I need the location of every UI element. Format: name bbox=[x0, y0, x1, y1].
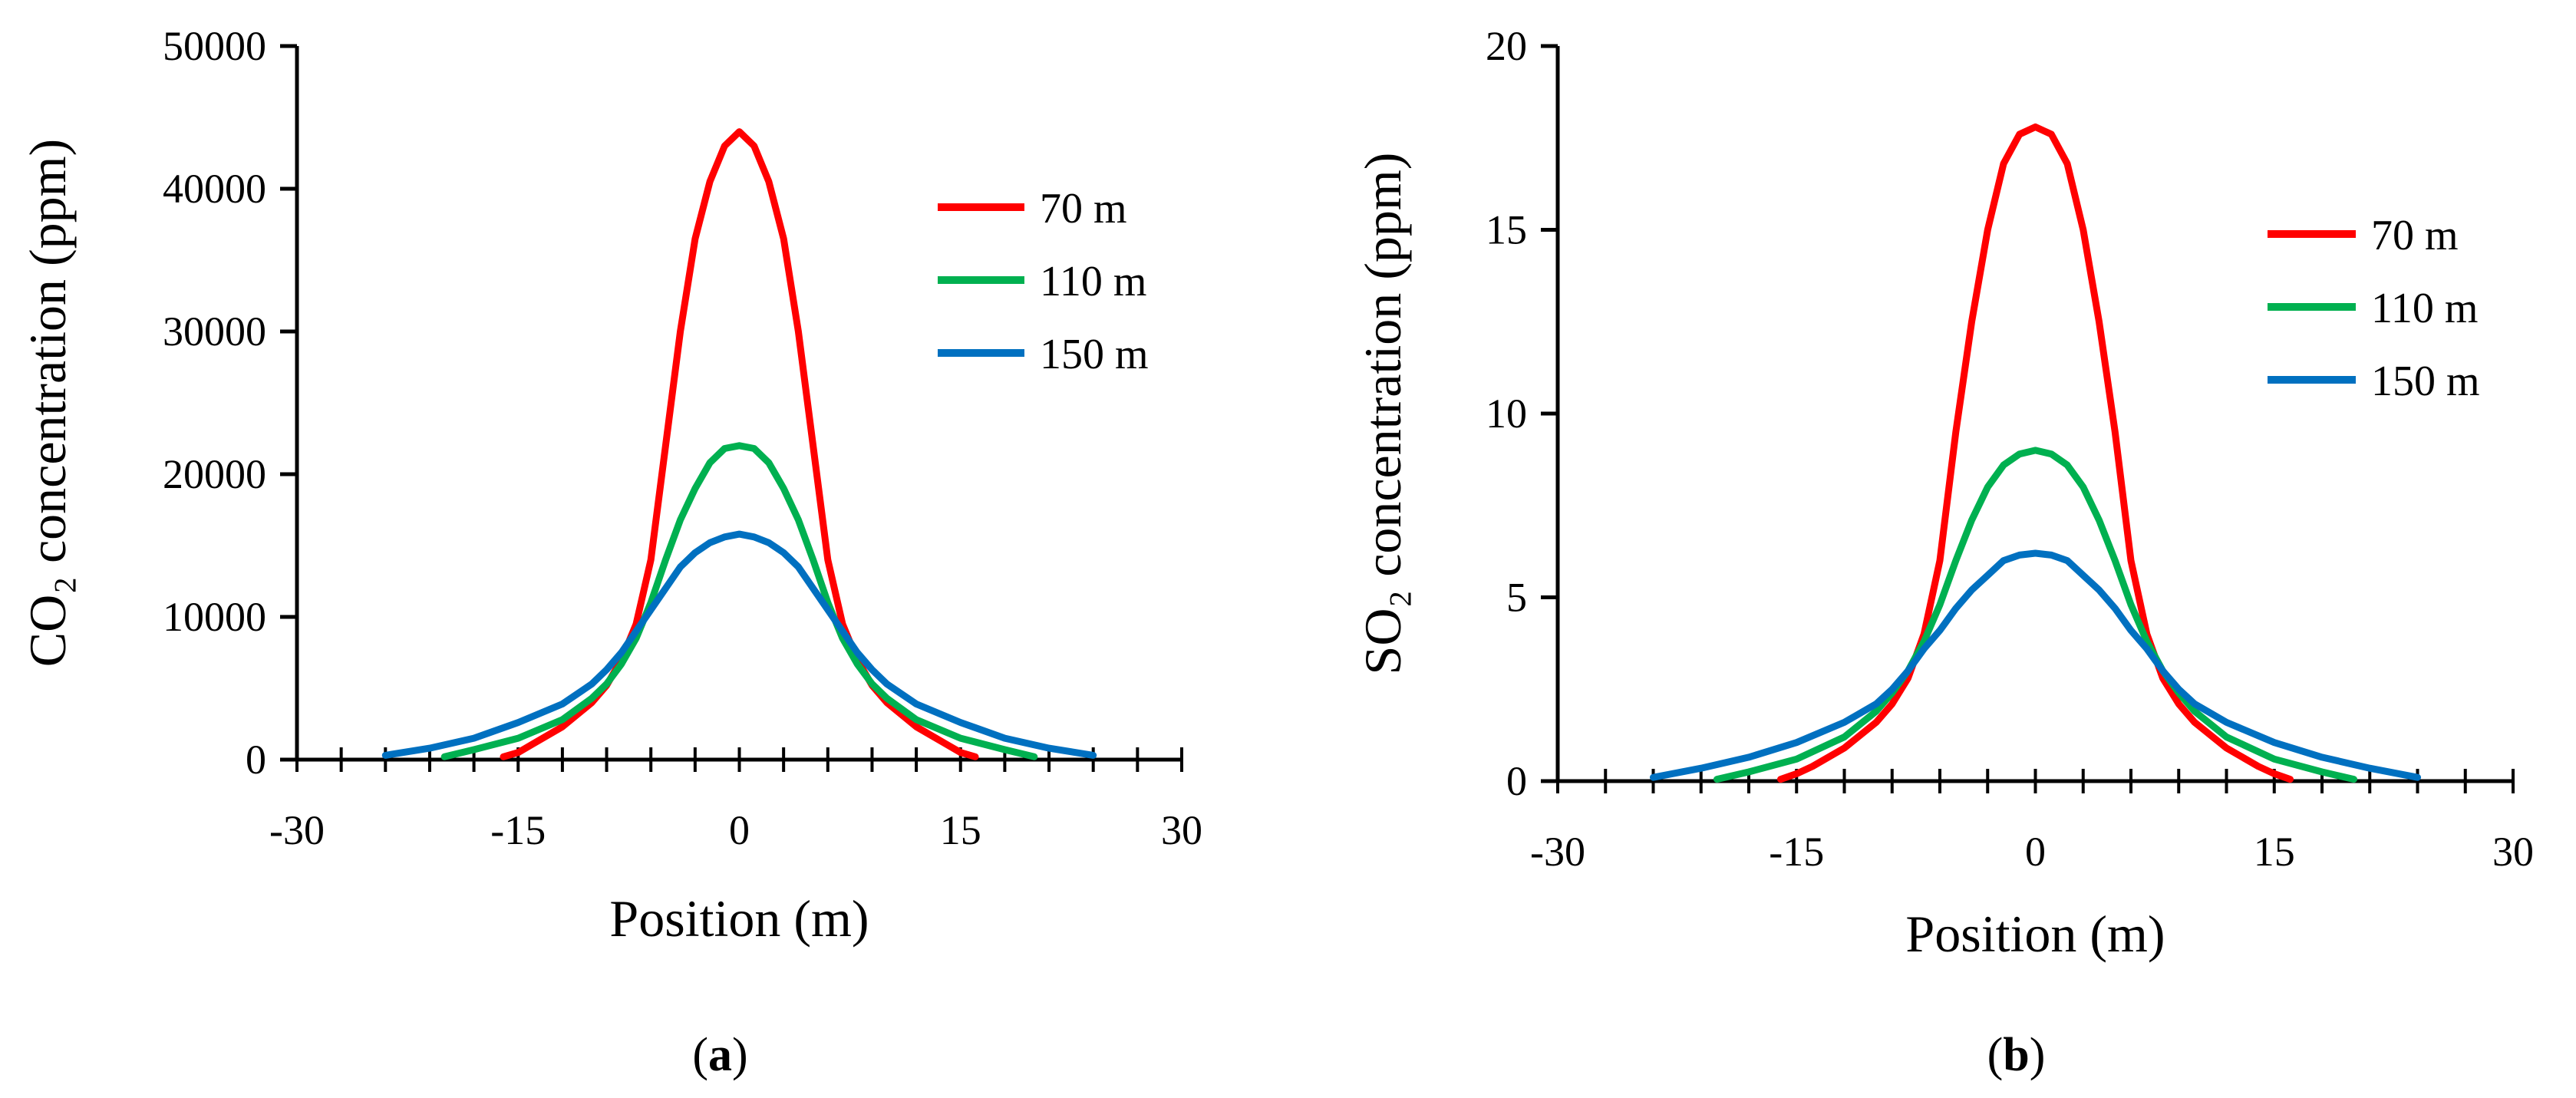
x-tick-label: -15 bbox=[490, 807, 546, 853]
y-axis-title: CO₂ concentration (ppm) bbox=[18, 139, 77, 667]
y-tick-label: 30000 bbox=[163, 308, 266, 354]
y-axis-title: SO₂ concentration (ppm) bbox=[1354, 153, 1412, 675]
y-tick-label: 40000 bbox=[163, 166, 266, 212]
chart-panel-a: 0 10000 20000 30000 40000 50000 -30 -15 0 15 30 Pos… bbox=[18, 23, 1202, 1081]
x-axis-title: Position (m) bbox=[609, 889, 869, 948]
x-axis-title: Position (m) bbox=[1905, 905, 2165, 963]
chart-panel-b: 0 5 10 15 20 -30 -15 0 15 30 Position (m) SO₂ conce… bbox=[1354, 23, 2534, 1081]
series-line-150-m bbox=[1650, 549, 2421, 781]
legend-label: 70 m bbox=[1040, 185, 1127, 232]
legend-label: 110 m bbox=[2371, 285, 2478, 332]
y-tick-label: 20 bbox=[1486, 23, 1527, 69]
series-line-110-m bbox=[440, 442, 1038, 760]
legend-label: 150 m bbox=[1040, 331, 1149, 378]
x-tick-label: 30 bbox=[2492, 829, 2534, 875]
y-tick-label: 15 bbox=[1486, 207, 1527, 253]
y-tick-label: 50000 bbox=[163, 23, 266, 69]
y-tick-label: 5 bbox=[1506, 575, 1527, 621]
legend-label: 70 m bbox=[2371, 212, 2459, 259]
panel-label-close: ) bbox=[2030, 1029, 2046, 1081]
x-tick-label: 30 bbox=[1161, 807, 1202, 853]
y-tick-label: 10 bbox=[1486, 391, 1527, 437]
legend-label: 110 m bbox=[1040, 258, 1146, 305]
x-tick-label: 15 bbox=[940, 807, 981, 853]
x-tick-label: 0 bbox=[729, 807, 750, 853]
x-tick-label: -15 bbox=[1769, 829, 1824, 875]
panel-label: (a) bbox=[692, 1029, 747, 1081]
y-tick-label: 0 bbox=[246, 737, 266, 783]
x-tick-label: 15 bbox=[2254, 829, 2295, 875]
y-tick-label: 20000 bbox=[163, 451, 266, 497]
y-tick-label: 0 bbox=[1506, 758, 1527, 804]
x-tick-label: -30 bbox=[1530, 829, 1585, 875]
panel-label-letter: a bbox=[708, 1029, 732, 1081]
panel-label-letter: b bbox=[2003, 1029, 2029, 1081]
x-tick-label: -30 bbox=[269, 807, 325, 853]
panel-label-open: ( bbox=[692, 1029, 708, 1081]
panel-label-close: ) bbox=[732, 1029, 748, 1081]
x-tick-label: 0 bbox=[2025, 829, 2046, 875]
legend: 70 m 110 m 150 m bbox=[938, 185, 1149, 378]
series-line-150-m bbox=[381, 530, 1097, 759]
series-line-110-m bbox=[1713, 447, 2357, 783]
legend: 70 m 110 m 150 m bbox=[2268, 212, 2480, 405]
panel-label-open: ( bbox=[1987, 1029, 2004, 1081]
panel-label: (b) bbox=[1987, 1029, 2046, 1081]
y-tick-label: 10000 bbox=[163, 594, 266, 640]
series-line-70-m bbox=[1777, 123, 2294, 783]
legend-label: 150 m bbox=[2371, 358, 2480, 405]
